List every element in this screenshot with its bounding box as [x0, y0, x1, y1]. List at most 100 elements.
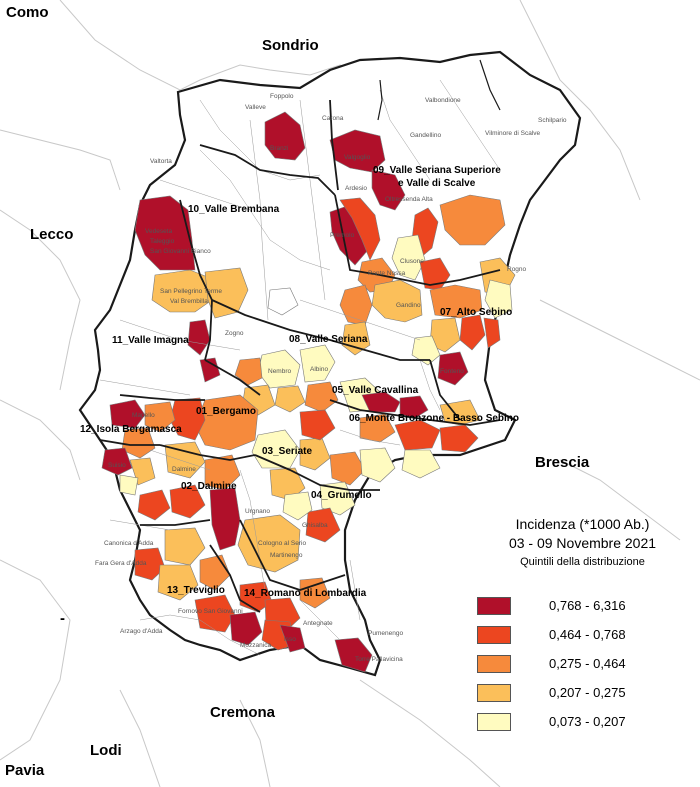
legend-swatch: [477, 626, 511, 644]
district-label-12: 12_Isola Bergamasca: [80, 424, 182, 435]
district-label-01: 01_Bergamo: [196, 406, 257, 417]
legend-row: 0,464 - 0,768: [477, 626, 697, 644]
muni-ranzanico: [267, 287, 299, 316]
muni-dalmine-3: [169, 484, 206, 519]
muni-isola-1: [121, 427, 156, 459]
muni-label: Zogno: [225, 330, 244, 337]
muni-label: Foppolo: [270, 93, 294, 100]
muni-label: Ponte Nossa: [368, 270, 406, 277]
muni-label: Mapello: [132, 412, 155, 419]
legend-title: Incidenza (*1000 Ab.): [515, 516, 650, 532]
muni-valgoglio: [329, 129, 386, 173]
muni-label: Isso: [284, 636, 296, 643]
district-label-10: 10_Valle Brembana: [188, 204, 280, 215]
province-label-pavia: Pavia: [5, 762, 45, 779]
muni-val-di-scalve-2: [484, 279, 513, 319]
district-label-07: 07_Alto Sebino: [440, 307, 513, 318]
district-label-08: 08_Valle Seriana: [289, 334, 368, 345]
muni-lovere: [459, 314, 486, 351]
muni-label: Val Brembilla: [170, 298, 208, 305]
muni-endine: [411, 335, 441, 366]
muni-monte-bronzone: [359, 413, 396, 443]
legend-row: 0,768 - 6,316: [477, 597, 697, 615]
muni-dalmine-2: [204, 454, 241, 491]
legend-label: 0,464 - 0,768: [549, 627, 626, 642]
muni-label: Vedeseta: [145, 228, 173, 235]
legend-row: 0,275 - 0,464: [477, 655, 697, 673]
muni-seriate-3: [299, 409, 336, 441]
municipality-polygons: [101, 111, 516, 673]
muni-grumello-2: [359, 447, 396, 483]
muni-calepio: [401, 449, 441, 479]
muni-pradalunga: [304, 381, 339, 413]
muni-fonteno: [437, 351, 469, 386]
legend-row: 0,073 - 0,207: [477, 713, 697, 731]
muni-label: Fara Gera d'Adda: [95, 560, 147, 567]
muni-credaro: [439, 424, 479, 453]
province-label-brescia: Brescia: [535, 454, 590, 471]
muni-sarnico: [394, 419, 441, 451]
district-label-03: 03_Seriate: [262, 446, 313, 457]
muni-label: Valleve: [245, 104, 266, 111]
muni-label: Ghisalba: [302, 522, 328, 529]
legend-label: 0,073 - 0,207: [549, 714, 626, 729]
district-boundaries: [99, 99, 501, 613]
district-label-05: 05_Valle Cavallina: [332, 385, 419, 396]
muni-label: Clusone: [400, 258, 424, 265]
muni-palosco: [305, 507, 341, 543]
province-label-dash: -: [60, 610, 65, 627]
district-label-06: 06_Monte Bronzone - Basso Sebino: [349, 413, 520, 424]
muni-albino: [299, 344, 336, 383]
legend: Incidenza (*1000 Ab.) 03 - 09 Novembre 2…: [470, 516, 695, 568]
muni-val-cavallina-red2: [399, 395, 429, 419]
muni-treviglio-2: [157, 564, 199, 601]
muni-mapello: [109, 399, 146, 429]
muni-isola-3: [119, 474, 139, 496]
muni-vedeseta: [134, 195, 196, 271]
district-label-04: 04_Grumello: [311, 490, 372, 501]
muni-label: Urgnano: [245, 508, 270, 515]
muni-label: Antegnate: [303, 620, 333, 627]
muni-caravaggio: [194, 594, 236, 633]
muni-urgnano-red: [209, 487, 241, 551]
muni-label: Fonteno: [440, 368, 464, 375]
muni-label: Torre Pallavicina: [355, 656, 403, 663]
muni-label: Nembro: [268, 368, 292, 375]
muni-treviglio-1: [164, 527, 206, 566]
muni-premolo-2: [339, 197, 381, 261]
muni-label: Suisio: [108, 462, 126, 469]
muni-label: Schilpario: [538, 117, 567, 124]
legend-row: 0,207 - 0,275: [477, 684, 697, 702]
muni-misano: [229, 611, 263, 646]
legend-subtitle: Quintili della distribuzione: [520, 556, 645, 568]
province-label-lodi: Lodi: [90, 742, 122, 759]
muni-label: Valtorta: [150, 158, 172, 165]
muni-label: Cologno al Serio: [258, 540, 307, 547]
muni-label: Martinengo: [270, 552, 303, 559]
muni-branzi: [264, 111, 306, 161]
muni-villa-almè: [199, 357, 221, 383]
muni-label: Mozzanica: [240, 642, 272, 649]
muni-label: Oltressenda Alta: [385, 196, 433, 203]
muni-romano-red: [279, 624, 306, 653]
muni-label: San Pellegrino Terme: [160, 288, 223, 295]
district-label-09b: e Valle di Scalve: [398, 178, 476, 189]
muni-osio: [137, 489, 171, 521]
province-label-como: Como: [6, 4, 49, 21]
extra-outlines: [377, 59, 501, 121]
muni-cologno: [237, 514, 301, 573]
muni-label: Canonica d'Adda: [104, 540, 154, 547]
muni-label: Pumenengo: [368, 630, 404, 637]
muni-label: Gandino: [396, 302, 421, 309]
muni-gandino: [371, 279, 423, 323]
muni-san-pellegrino: [151, 269, 213, 313]
muni-label: Gandellino: [410, 132, 442, 139]
muni-label: Premolo: [330, 232, 355, 239]
muni-ardesio: [371, 169, 406, 211]
muni-grumello-1: [329, 451, 366, 486]
legend-label: 0,207 - 0,275: [549, 685, 626, 700]
muni-label: Valgoglio: [344, 154, 371, 161]
muni-clusone: [391, 234, 426, 281]
muni-vilminore: [439, 194, 506, 246]
